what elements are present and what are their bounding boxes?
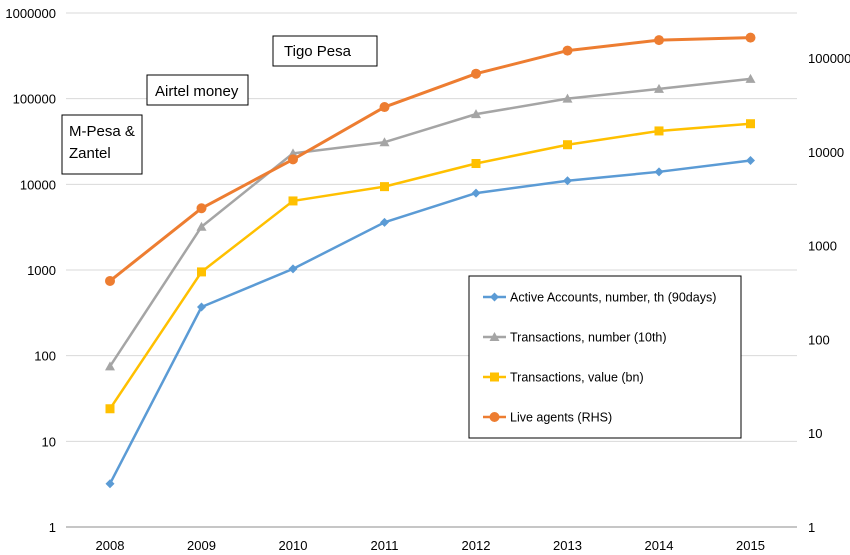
- data-point: [288, 196, 298, 206]
- left-tick-label: 1000000: [5, 6, 56, 21]
- legend-marker: [489, 332, 500, 341]
- data-point: [654, 126, 664, 136]
- x-tick-label: 2008: [96, 538, 125, 553]
- series-1: [105, 73, 756, 371]
- x-tick-label: 2012: [462, 538, 491, 553]
- left-tick-label: 10: [42, 434, 56, 449]
- x-tick-label: 2010: [279, 538, 308, 553]
- legend-marker: [490, 292, 499, 302]
- data-point: [471, 188, 481, 198]
- legend-item: Live agents (RHS): [483, 411, 612, 425]
- data-point: [196, 221, 207, 231]
- series-line: [108, 122, 751, 410]
- x-tick-label: 2014: [645, 538, 674, 553]
- data-point: [105, 479, 115, 489]
- data-point: [380, 182, 389, 192]
- left-tick-label: 100: [34, 349, 56, 364]
- annotation-tigo-pesa: Tigo Pesa: [272, 35, 378, 67]
- data-point: [380, 217, 389, 227]
- series-2: [105, 119, 755, 414]
- data-point: [746, 155, 755, 165]
- left-tick-label: 1: [49, 520, 56, 535]
- series-3: [105, 32, 756, 286]
- x-tick-label: 2011: [371, 538, 399, 553]
- left-tick-label: 1000: [27, 263, 56, 278]
- annotation-airtel-money: Airtel money: [146, 74, 249, 106]
- series-line: [108, 159, 751, 485]
- data-point: [288, 264, 298, 274]
- annotation-mpesa-line2: Zantel: [69, 145, 111, 162]
- annotation-tigo-text: Tigo Pesa: [284, 43, 352, 60]
- data-point: [746, 119, 755, 129]
- data-point: [654, 83, 664, 93]
- right-tick-label: 10000: [808, 145, 844, 160]
- annotation-mpesa-line1: M-Pesa &: [69, 123, 135, 140]
- legend-label: Active Accounts, number, th (90days): [510, 291, 716, 305]
- data-point: [562, 45, 573, 56]
- legend-marker: [489, 412, 500, 422]
- data-point: [471, 159, 481, 169]
- data-point: [105, 361, 115, 371]
- left-tick-label: 100000: [13, 92, 56, 107]
- data-point: [745, 32, 756, 43]
- data-point: [471, 68, 481, 79]
- left-tick-label: 10000: [20, 177, 56, 192]
- legend-item: Active Accounts, number, th (90days): [483, 291, 716, 305]
- x-tick-label: 2013: [553, 538, 582, 553]
- legend-marker: [490, 372, 499, 382]
- series-layer: [105, 32, 756, 489]
- legend-label: Live agents (RHS): [510, 411, 612, 425]
- legend-item: Transactions, value (bn): [483, 371, 644, 385]
- data-point: [379, 102, 390, 113]
- data-point: [379, 137, 390, 147]
- data-point: [745, 73, 756, 83]
- x-tick-label: 2009: [187, 538, 216, 553]
- right-tick-label: 1000: [808, 239, 837, 254]
- data-point: [105, 404, 115, 414]
- right-tick-label: 1: [808, 520, 815, 535]
- x-tick-label: 2015: [736, 538, 765, 553]
- data-point: [196, 203, 207, 214]
- data-point: [105, 275, 115, 286]
- series-line: [108, 77, 751, 368]
- data-point: [197, 267, 206, 277]
- x-axis: 2008 2009 2010 2011 2012 2013 2014 2015: [96, 538, 765, 553]
- data-point: [654, 35, 664, 46]
- data-point: [197, 302, 206, 312]
- series-0: [105, 155, 755, 489]
- right-tick-label: 100000: [808, 51, 850, 66]
- data-point: [562, 93, 573, 103]
- legend-item: Transactions, number (10th): [483, 331, 667, 345]
- data-point: [471, 109, 481, 119]
- data-point: [563, 140, 572, 150]
- annotation-airtel-text: Airtel money: [155, 83, 239, 100]
- left-axis: 1 10 100 1000 10000 100000 1000000: [5, 6, 56, 535]
- right-tick-label: 10: [808, 426, 822, 441]
- data-point: [654, 167, 664, 177]
- right-axis: 1 10 100 1000 10000 100000: [808, 51, 850, 535]
- annotation-mpesa-zantel: M-Pesa & Zantel: [61, 114, 143, 175]
- legend: Active Accounts, number, th (90days) Tran…: [468, 275, 742, 439]
- legend-label: Transactions, number (10th): [510, 331, 667, 345]
- series-line: [109, 36, 751, 283]
- data-point: [288, 154, 298, 165]
- legend-label: Transactions, value (bn): [510, 371, 644, 385]
- data-point: [563, 176, 572, 186]
- right-tick-label: 100: [808, 332, 830, 347]
